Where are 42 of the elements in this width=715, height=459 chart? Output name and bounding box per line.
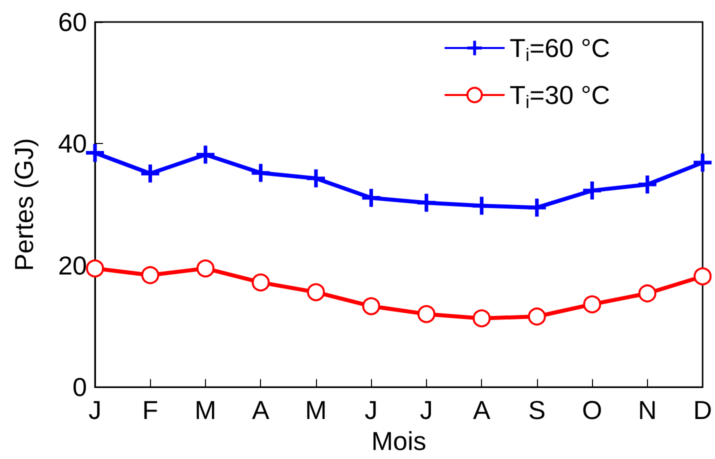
x-tick-label: J <box>364 395 378 426</box>
point <box>252 164 270 182</box>
x-tick-label: A <box>472 395 491 426</box>
point <box>141 266 160 284</box>
point <box>86 259 104 278</box>
point <box>417 194 436 212</box>
point <box>472 309 491 328</box>
point <box>252 273 270 292</box>
point <box>694 267 712 286</box>
point <box>417 305 436 324</box>
point <box>196 146 214 164</box>
x-tick-label: O <box>582 395 602 426</box>
point <box>528 198 546 217</box>
y-tick-label: 60 <box>58 7 87 37</box>
point <box>472 196 491 215</box>
x-tick-label: F <box>142 395 158 426</box>
point <box>694 154 712 172</box>
x-axis-title: Mois <box>371 426 426 456</box>
y-tick-label: 40 <box>58 128 87 159</box>
x-tick-label: A <box>252 395 270 426</box>
y-axis-title: Pertes (GJ) <box>9 138 39 272</box>
point <box>362 188 380 207</box>
x-tick-label: N <box>638 395 657 426</box>
x-tick-label: S <box>528 395 546 426</box>
point <box>141 164 160 183</box>
point <box>583 295 602 314</box>
point <box>362 297 380 316</box>
point <box>638 175 656 194</box>
x-tick-label: J <box>88 395 102 426</box>
point <box>306 283 325 302</box>
point <box>86 144 104 162</box>
point <box>528 308 546 326</box>
x-tick-label: M <box>194 395 216 426</box>
x-tick-label: M <box>305 395 327 426</box>
y-tick-label: 20 <box>58 250 87 280</box>
point <box>306 169 325 188</box>
x-tick-label: J <box>420 395 433 426</box>
x-tick-label: D <box>693 395 712 426</box>
point <box>196 259 214 278</box>
point <box>583 182 602 200</box>
y-tick-label: 0 <box>72 372 87 402</box>
point <box>638 284 656 302</box>
